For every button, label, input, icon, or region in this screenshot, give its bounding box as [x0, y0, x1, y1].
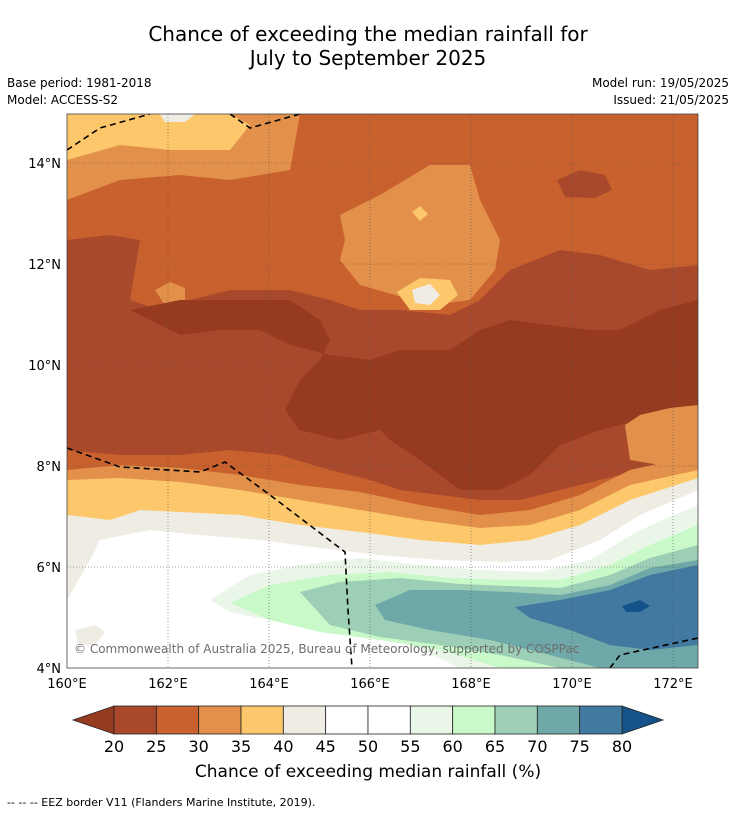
- colorbar-segment: [536, 705, 581, 735]
- field-45-north: [160, 114, 195, 122]
- colorbar-segment: [409, 705, 454, 735]
- field-35-40-center: [340, 165, 500, 305]
- x-axis-ticks: 160°E 162°E 164°E 166°E 168°E 170°E 172°…: [47, 677, 693, 692]
- x-tick: 170°E: [552, 677, 592, 692]
- field-40-45-north: [67, 114, 250, 160]
- eez-border: [67, 114, 698, 668]
- colorbar-ticks: 20 25 30 35 40 45 50 55 60 65 70 75 80: [104, 737, 632, 756]
- colorbar-tick: 80: [612, 737, 632, 756]
- field-45-center: [412, 284, 440, 305]
- meta-right: Model run: 19/05/2025 Issued: 21/05/2025: [592, 75, 729, 109]
- y-tick: 12°N: [28, 258, 61, 273]
- colorbar-tick: 35: [231, 737, 251, 756]
- colorbar-label: Chance of exceeding median rainfall (%): [194, 762, 542, 782]
- y-tick: 14°N: [28, 157, 61, 172]
- colorbar-segment: [452, 705, 496, 735]
- title-line-2: July to September 2025: [249, 46, 487, 70]
- x-tick: 168°E: [451, 677, 491, 692]
- map-frame: [66, 113, 699, 669]
- meta-left: Base period: 1981-2018 Model: ACCESS-S2: [7, 75, 152, 109]
- field-75-80: [515, 565, 698, 650]
- y-axis-ticks: 14°N 12°N 10°N 8°N 6°N 4°N: [28, 157, 61, 677]
- x-tick: 160°E: [47, 677, 87, 692]
- y-tick: 10°N: [28, 359, 61, 374]
- colorbar-tick: 65: [485, 737, 505, 756]
- field-35-east: [625, 405, 698, 465]
- y-tick: 8°N: [37, 460, 62, 475]
- colorbar-segment: [367, 705, 411, 735]
- colorbar: [71, 705, 665, 735]
- colorbar-tick: 40: [273, 737, 293, 756]
- field-35-west: [155, 282, 185, 305]
- x-tick: 162°E: [148, 677, 188, 692]
- gridlines: [67, 114, 698, 668]
- colorbar-tick: 50: [358, 737, 378, 756]
- y-tick: 4°N: [37, 662, 62, 677]
- field-20-25: [130, 300, 698, 490]
- issued-date: Issued: 21/05/2025: [613, 93, 729, 107]
- y-tick: 6°N: [37, 561, 62, 576]
- map-title: Chance of exceeding the median rainfall …: [0, 22, 736, 70]
- colorbar-segment: [325, 705, 369, 735]
- colorbar-tick: 20: [104, 737, 124, 756]
- colorbar-segment: [113, 705, 157, 735]
- colorbar-tick: 30: [188, 737, 208, 756]
- x-tick: 166°E: [350, 677, 390, 692]
- field-45-sw: [75, 625, 105, 645]
- field-40-dot: [412, 206, 428, 221]
- map-fields: [67, 114, 698, 668]
- colorbar-tick: 75: [569, 737, 589, 756]
- rainfall-map: © Commonwealth of Australia 2025, Bureau…: [28, 113, 699, 756]
- footnote: -- -- -- EEZ border V11 (Flanders Marine…: [7, 796, 316, 809]
- x-tick: 172°E: [653, 677, 693, 692]
- field-80: [622, 600, 650, 612]
- model-name: Model: ACCESS-S2: [7, 93, 119, 107]
- colorbar-high-arrow: [621, 705, 665, 735]
- colorbar-segment: [282, 705, 327, 735]
- colorbar-segment: [198, 705, 242, 735]
- colorbar-low-arrow: [71, 705, 115, 735]
- colorbar-tick: 25: [146, 737, 166, 756]
- colorbar-segment: [579, 705, 623, 735]
- colorbar-segment: [155, 705, 200, 735]
- colorbar-tick: 55: [400, 737, 420, 756]
- colorbar-segment: [494, 705, 538, 735]
- colorbar-tick: 70: [527, 737, 547, 756]
- x-tick: 164°E: [249, 677, 289, 692]
- colorbar-segment: [240, 705, 284, 735]
- field-25-ne: [557, 170, 612, 198]
- copyright-text: © Commonwealth of Australia 2025, Bureau…: [74, 642, 579, 656]
- title-line-1: Chance of exceeding the median rainfall …: [148, 22, 588, 46]
- model-run: Model run: 19/05/2025: [591, 76, 729, 90]
- colorbar-tick: 60: [442, 737, 462, 756]
- colorbar-tick: 45: [315, 737, 335, 756]
- base-period: Base period: 1981-2018: [7, 76, 152, 90]
